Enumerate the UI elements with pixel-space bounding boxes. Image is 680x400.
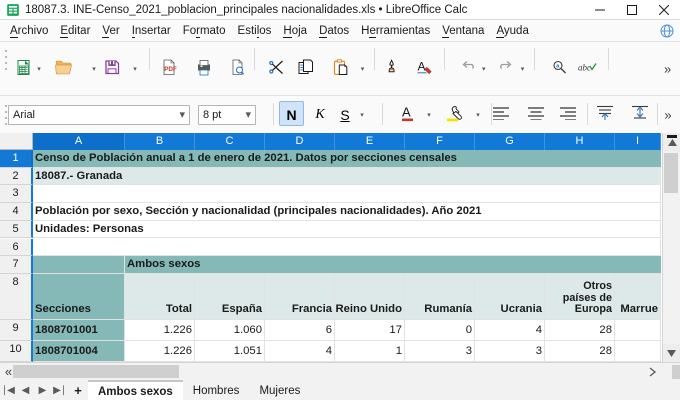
svg-text:PDF: PDF [164, 66, 177, 73]
svg-text:A: A [418, 59, 426, 73]
svg-text:A: A [402, 104, 411, 119]
svg-text:abc: abc [578, 62, 591, 72]
